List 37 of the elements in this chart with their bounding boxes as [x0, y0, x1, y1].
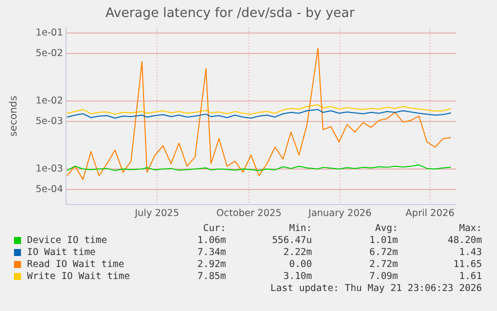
y-tick-label: 1e-02: [36, 95, 63, 106]
text: 0.00: [289, 259, 312, 270]
text: 1.06m: [197, 235, 226, 246]
x-tick-label: April 2026: [406, 208, 454, 219]
legend-label: Device IO time: [27, 235, 108, 246]
y-tick-label: 5e-04: [36, 184, 63, 195]
text: 11.65: [453, 259, 482, 270]
legend-label: Read IO Wait time: [27, 259, 124, 270]
text: Last update: Thu May 21 23:06:23 2026: [270, 283, 482, 294]
y-tick-label: 5e-03: [36, 116, 63, 127]
text: Avg:: [375, 223, 398, 234]
x-tick-label: October 2025: [216, 208, 282, 219]
text: 2.72m: [369, 259, 398, 270]
x-tick-label: July 2025: [134, 208, 180, 219]
text: 7.85m: [197, 271, 226, 282]
y-axis-title: seconds: [8, 96, 20, 137]
text: 2.22m: [283, 247, 312, 258]
chart-title: Average latency for /dev/sda - by year: [105, 6, 356, 22]
legend-label: Write IO Wait time: [27, 271, 130, 282]
text: 1.43: [459, 247, 482, 258]
text: 1.01m: [369, 235, 398, 246]
text: Cur:: [203, 223, 226, 234]
text: 2.92m: [197, 259, 226, 270]
text: 6.72m: [369, 247, 398, 258]
legend-label: IO Wait time: [27, 247, 96, 258]
y-tick-label: 1e-03: [36, 164, 63, 174]
text: 7.09m: [369, 271, 398, 282]
text: Max:: [459, 223, 482, 234]
text: 7.34m: [197, 247, 226, 258]
text: 556.47u: [272, 235, 312, 246]
text: Min:: [289, 223, 312, 234]
text: 1.61: [459, 271, 482, 282]
text: 3.10m: [283, 271, 312, 282]
text: 48.20m: [448, 235, 482, 246]
x-tick-label: January 2026: [307, 208, 372, 219]
y-tick-label: 1e-01: [36, 27, 63, 38]
y-tick-label: 5e-02: [36, 48, 63, 59]
